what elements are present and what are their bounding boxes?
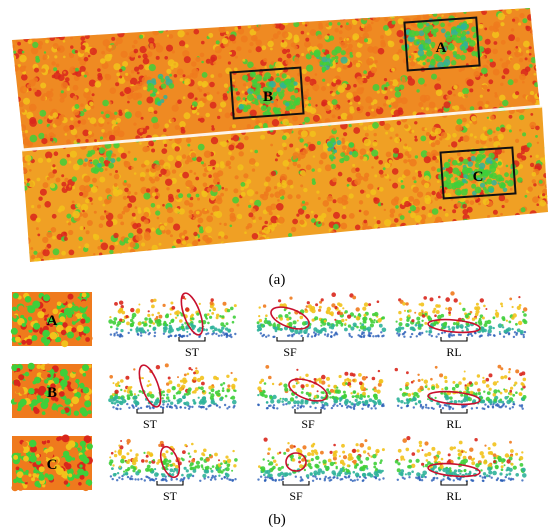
profile-a-sf: SF [256, 292, 387, 359]
bracket [276, 337, 304, 342]
profile-a-rl: RL [395, 291, 528, 359]
lodging-type-label: ST [143, 417, 158, 431]
lodging-type-label: SF [283, 345, 297, 359]
region-box-a: A [403, 16, 481, 72]
lodging-type-label: ST [185, 345, 200, 359]
lodging-ellipse [427, 318, 481, 334]
profile-b-st: ST [108, 363, 238, 431]
lodging-ellipse [270, 306, 310, 330]
bracket [178, 337, 206, 342]
lodging-type-label: ST [163, 489, 178, 503]
lodging-ellipse [427, 390, 481, 406]
bracket [440, 409, 468, 414]
bracket [136, 409, 164, 414]
profile-b-rl: RL [394, 364, 527, 431]
lodging-ellipse [159, 445, 181, 479]
region-box-b: B [229, 66, 305, 120]
bracket [156, 481, 184, 486]
caption-b: (b) [268, 512, 286, 528]
caption-a: (a) [269, 272, 286, 288]
lodging-ellipse [288, 378, 328, 402]
profile-c-st: ST [108, 438, 238, 503]
thumb-label: A [47, 313, 58, 329]
lodging-type-label: SF [289, 489, 303, 503]
panel-b-profiles: A ST SF RL B ST SF RL C ST SF RL [10, 291, 528, 503]
profile-a-st: ST [108, 292, 237, 359]
region-box-c: C [439, 146, 517, 200]
region-label-b: B [263, 89, 273, 105]
thumb-b: B [10, 362, 92, 418]
lodging-type-label: RL [446, 345, 461, 359]
lodging-type-label: SF [301, 417, 315, 431]
profile-c-rl: RL [394, 436, 527, 503]
region-label-c: C [473, 169, 484, 185]
region-label-a: A [436, 40, 447, 56]
lodging-type-label: RL [446, 417, 461, 431]
lodging-ellipse [427, 462, 481, 478]
lodging-ellipse [180, 292, 204, 336]
panel-a-point-cloud: A B C [12, 8, 548, 262]
lodging-ellipse [285, 452, 307, 472]
lodging-ellipse [138, 364, 162, 408]
thumb-label: B [47, 385, 57, 401]
bracket [440, 337, 468, 342]
lodging-type-label: RL [446, 489, 461, 503]
profile-c-sf: SF [257, 437, 385, 503]
bracket [282, 481, 310, 486]
profile-b-sf: SF [257, 365, 385, 431]
thumb-a: A [10, 292, 93, 348]
thumb-label: C [47, 457, 58, 473]
strip-gap [21, 104, 543, 152]
bracket [294, 409, 322, 414]
bracket [440, 481, 468, 486]
thumb-c: C [11, 434, 93, 492]
